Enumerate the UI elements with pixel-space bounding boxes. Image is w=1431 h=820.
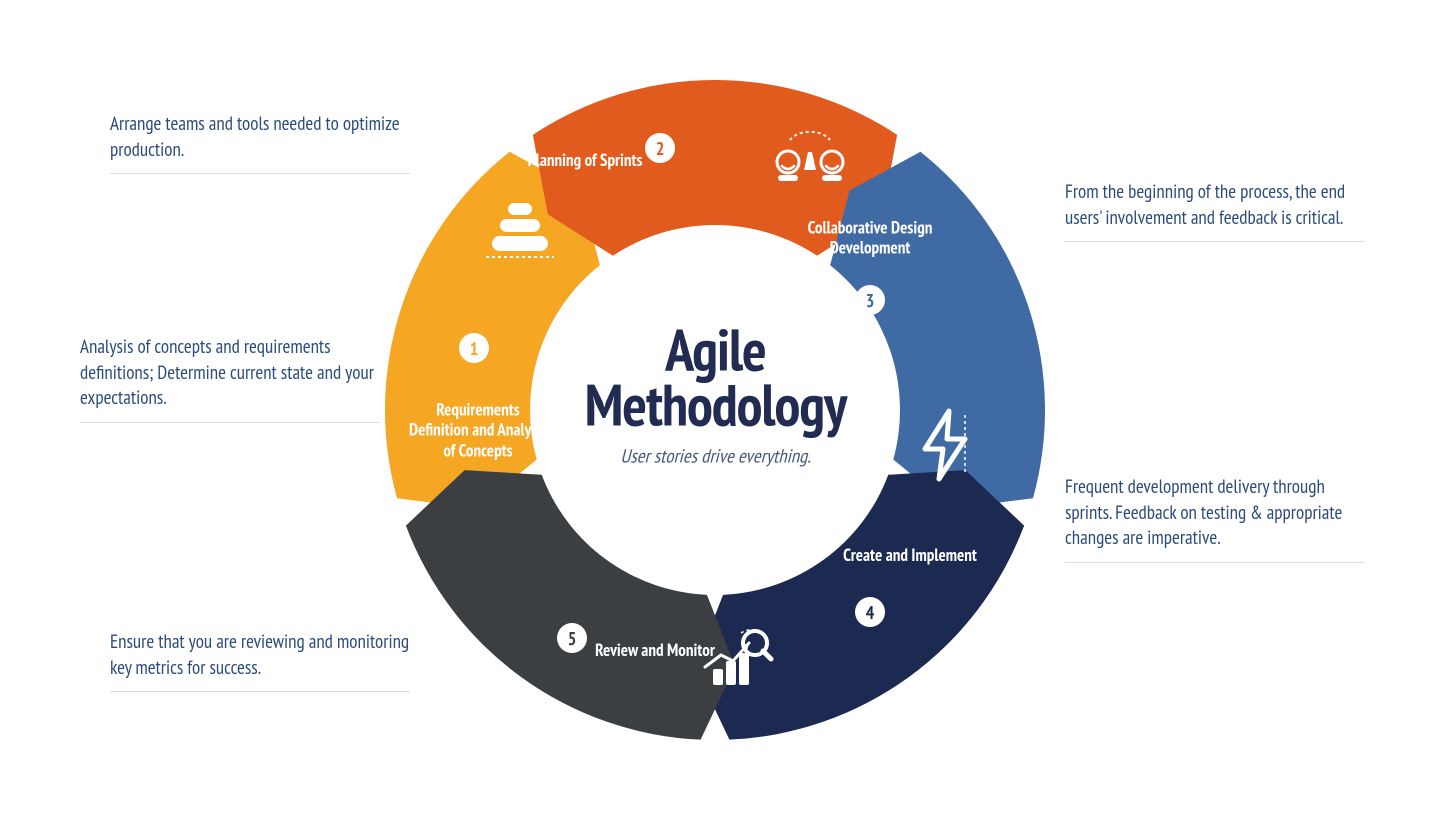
segment-4-badge: 4: [855, 597, 885, 627]
segment-2-callout: Arrange teams and tools needed to optimi…: [110, 112, 410, 174]
segment-1-callout: Analysis of concepts and requirements de…: [80, 335, 380, 423]
segment-4-callout-text: Frequent development delivery through sp…: [1065, 475, 1365, 552]
segment-4-callout: Frequent development delivery through sp…: [1065, 475, 1365, 563]
segment-3-callout: From the beginning of the process, the e…: [1065, 180, 1365, 242]
segment-1-badge: 1: [459, 333, 489, 363]
divider: [110, 691, 410, 692]
segment-5-badge: 5: [557, 623, 587, 653]
segment-1-callout-text: Analysis of concepts and requirements de…: [80, 335, 380, 412]
divider: [1065, 241, 1365, 242]
segment-5-callout: Ensure that you are reviewing and monito…: [110, 630, 410, 692]
center-title-line2: Methodology: [585, 377, 847, 432]
segment-5: [406, 470, 735, 740]
center-title-block: Agile Methodology User stories drive eve…: [585, 322, 847, 468]
segment-3: [830, 152, 1045, 509]
segment-2-callout-text: Arrange teams and tools needed to optimi…: [110, 112, 410, 163]
divider: [1065, 562, 1365, 563]
segment-2-badge: 2: [645, 133, 675, 163]
agile-infographic: Agile Methodology User stories drive eve…: [0, 0, 1431, 820]
segment-3-callout-text: From the beginning of the process, the e…: [1065, 180, 1365, 231]
segment-5-callout-text: Ensure that you are reviewing and monito…: [110, 630, 410, 681]
divider: [80, 422, 380, 423]
center-subtitle: User stories drive everything.: [585, 444, 847, 468]
segment-3-badge: 3: [855, 285, 885, 315]
divider: [110, 173, 410, 174]
